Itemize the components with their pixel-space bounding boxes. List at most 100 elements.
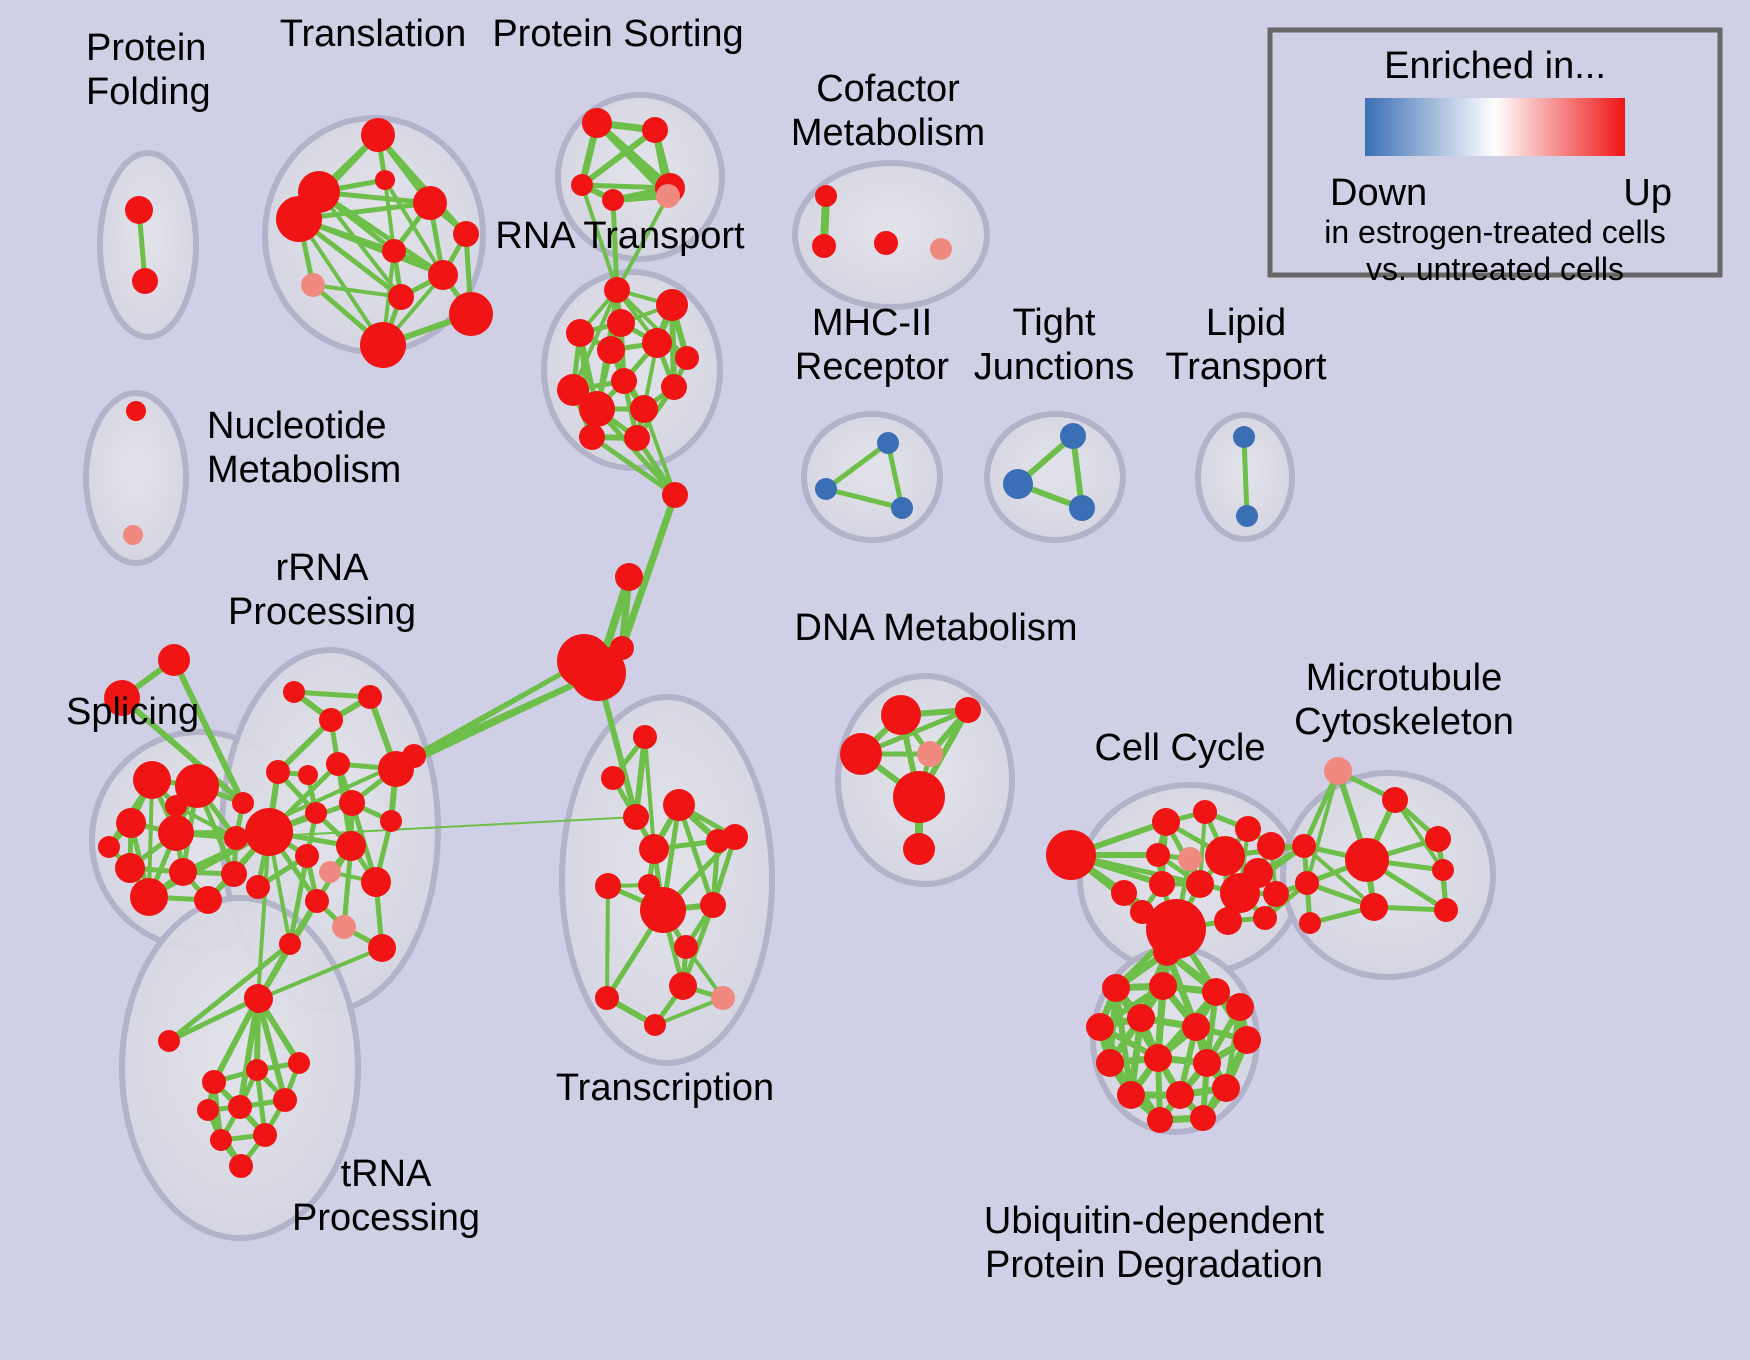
gene-set-node[interactable] <box>1432 859 1454 881</box>
gene-set-node[interactable] <box>224 826 248 850</box>
gene-set-node[interactable] <box>1220 873 1260 913</box>
gene-set-node[interactable] <box>453 221 479 247</box>
gene-set-node[interactable] <box>301 273 325 297</box>
gene-set-node[interactable] <box>891 497 913 519</box>
gene-set-node[interactable] <box>602 189 624 211</box>
gene-set-node[interactable] <box>253 1123 277 1147</box>
gene-set-node[interactable] <box>232 792 254 814</box>
gene-set-node[interactable] <box>1152 808 1180 836</box>
gene-set-node[interactable] <box>1111 880 1137 906</box>
gene-set-node[interactable] <box>361 867 391 897</box>
gene-set-node[interactable] <box>623 804 649 830</box>
gene-set-node[interactable] <box>881 695 921 735</box>
gene-set-node[interactable] <box>579 391 615 427</box>
gene-set-node[interactable] <box>382 239 406 263</box>
gene-set-node[interactable] <box>245 808 293 856</box>
gene-set-node[interactable] <box>339 790 365 816</box>
gene-set-node[interactable] <box>1186 870 1214 898</box>
gene-set-node[interactable] <box>1147 1107 1173 1133</box>
gene-set-node[interactable] <box>1193 1049 1221 1077</box>
gene-set-node[interactable] <box>1190 1105 1216 1131</box>
gene-set-node[interactable] <box>126 401 146 421</box>
gene-set-node[interactable] <box>413 186 447 220</box>
gene-set-node[interactable] <box>1235 816 1261 842</box>
gene-set-node[interactable] <box>1003 469 1033 499</box>
gene-set-node[interactable] <box>165 795 187 817</box>
gene-set-node[interactable] <box>1144 1044 1172 1072</box>
gene-set-node[interactable] <box>640 887 686 933</box>
gene-set-node[interactable] <box>194 886 222 914</box>
gene-set-node[interactable] <box>1233 1026 1261 1054</box>
gene-set-node[interactable] <box>930 238 952 260</box>
gene-set-node[interactable] <box>570 645 626 701</box>
gene-set-node[interactable] <box>607 309 635 337</box>
gene-set-node[interactable] <box>566 319 594 347</box>
gene-set-node[interactable] <box>1382 787 1408 813</box>
gene-set-node[interactable] <box>722 824 748 850</box>
gene-set-node[interactable] <box>893 771 945 823</box>
gene-set-node[interactable] <box>669 972 697 1000</box>
gene-set-node[interactable] <box>273 1088 297 1112</box>
gene-set-node[interactable] <box>388 284 414 310</box>
gene-set-node[interactable] <box>98 836 120 858</box>
gene-set-node[interactable] <box>358 685 382 709</box>
gene-set-node[interactable] <box>229 1154 253 1178</box>
gene-set-node[interactable] <box>711 986 735 1010</box>
gene-set-node[interactable] <box>1292 834 1316 858</box>
gene-set-node[interactable] <box>1233 426 1255 448</box>
gene-set-node[interactable] <box>1212 1074 1240 1102</box>
gene-set-node[interactable] <box>1295 871 1319 895</box>
gene-set-node[interactable] <box>288 1052 310 1074</box>
gene-set-node[interactable] <box>130 878 168 916</box>
gene-set-node[interactable] <box>158 1030 180 1052</box>
gene-set-node[interactable] <box>1086 1013 1114 1041</box>
gene-set-node[interactable] <box>1149 871 1175 897</box>
gene-set-node[interactable] <box>840 733 882 775</box>
gene-set-node[interactable] <box>202 1070 226 1094</box>
gene-set-node[interactable] <box>1069 495 1095 521</box>
gene-set-node[interactable] <box>1182 1013 1210 1041</box>
gene-set-node[interactable] <box>644 1014 666 1036</box>
gene-set-node[interactable] <box>295 844 319 868</box>
gene-set-node[interactable] <box>624 425 650 451</box>
gene-set-node[interactable] <box>175 764 219 808</box>
gene-set-node[interactable] <box>917 741 943 767</box>
gene-set-node[interactable] <box>1130 900 1154 924</box>
gene-set-node[interactable] <box>158 815 194 851</box>
gene-set-node[interactable] <box>1434 898 1458 922</box>
gene-set-node[interactable] <box>1117 1081 1145 1109</box>
gene-set-node[interactable] <box>1153 938 1181 966</box>
gene-set-node[interactable] <box>642 328 672 358</box>
gene-set-node[interactable] <box>1127 1004 1155 1032</box>
gene-set-node[interactable] <box>1102 974 1130 1002</box>
gene-set-node[interactable] <box>1257 832 1285 860</box>
gene-set-node[interactable] <box>158 644 190 676</box>
gene-set-node[interactable] <box>244 984 272 1012</box>
gene-set-node[interactable] <box>675 346 699 370</box>
gene-set-node[interactable] <box>662 482 688 508</box>
gene-set-node[interactable] <box>700 892 726 918</box>
gene-set-node[interactable] <box>633 725 657 749</box>
gene-set-node[interactable] <box>815 185 837 207</box>
gene-set-node[interactable] <box>210 1129 232 1151</box>
gene-set-node[interactable] <box>125 196 153 224</box>
gene-set-node[interactable] <box>582 108 612 138</box>
gene-set-node[interactable] <box>642 117 668 143</box>
gene-set-node[interactable] <box>375 170 395 190</box>
gene-set-node[interactable] <box>319 708 343 732</box>
gene-set-node[interactable] <box>1149 972 1177 1000</box>
gene-set-node[interactable] <box>1253 906 1277 930</box>
gene-set-node[interactable] <box>368 934 396 962</box>
gene-set-node[interactable] <box>402 744 426 768</box>
gene-set-node[interactable] <box>1324 757 1352 785</box>
gene-set-node[interactable] <box>361 118 395 152</box>
gene-set-node[interactable] <box>276 196 322 242</box>
gene-set-node[interactable] <box>332 915 356 939</box>
gene-set-node[interactable] <box>595 873 621 899</box>
gene-set-node[interactable] <box>615 563 643 591</box>
gene-set-node[interactable] <box>449 292 493 336</box>
gene-set-node[interactable] <box>360 322 406 368</box>
gene-set-node[interactable] <box>1236 505 1258 527</box>
gene-set-node[interactable] <box>228 1095 252 1119</box>
gene-set-node[interactable] <box>611 368 637 394</box>
